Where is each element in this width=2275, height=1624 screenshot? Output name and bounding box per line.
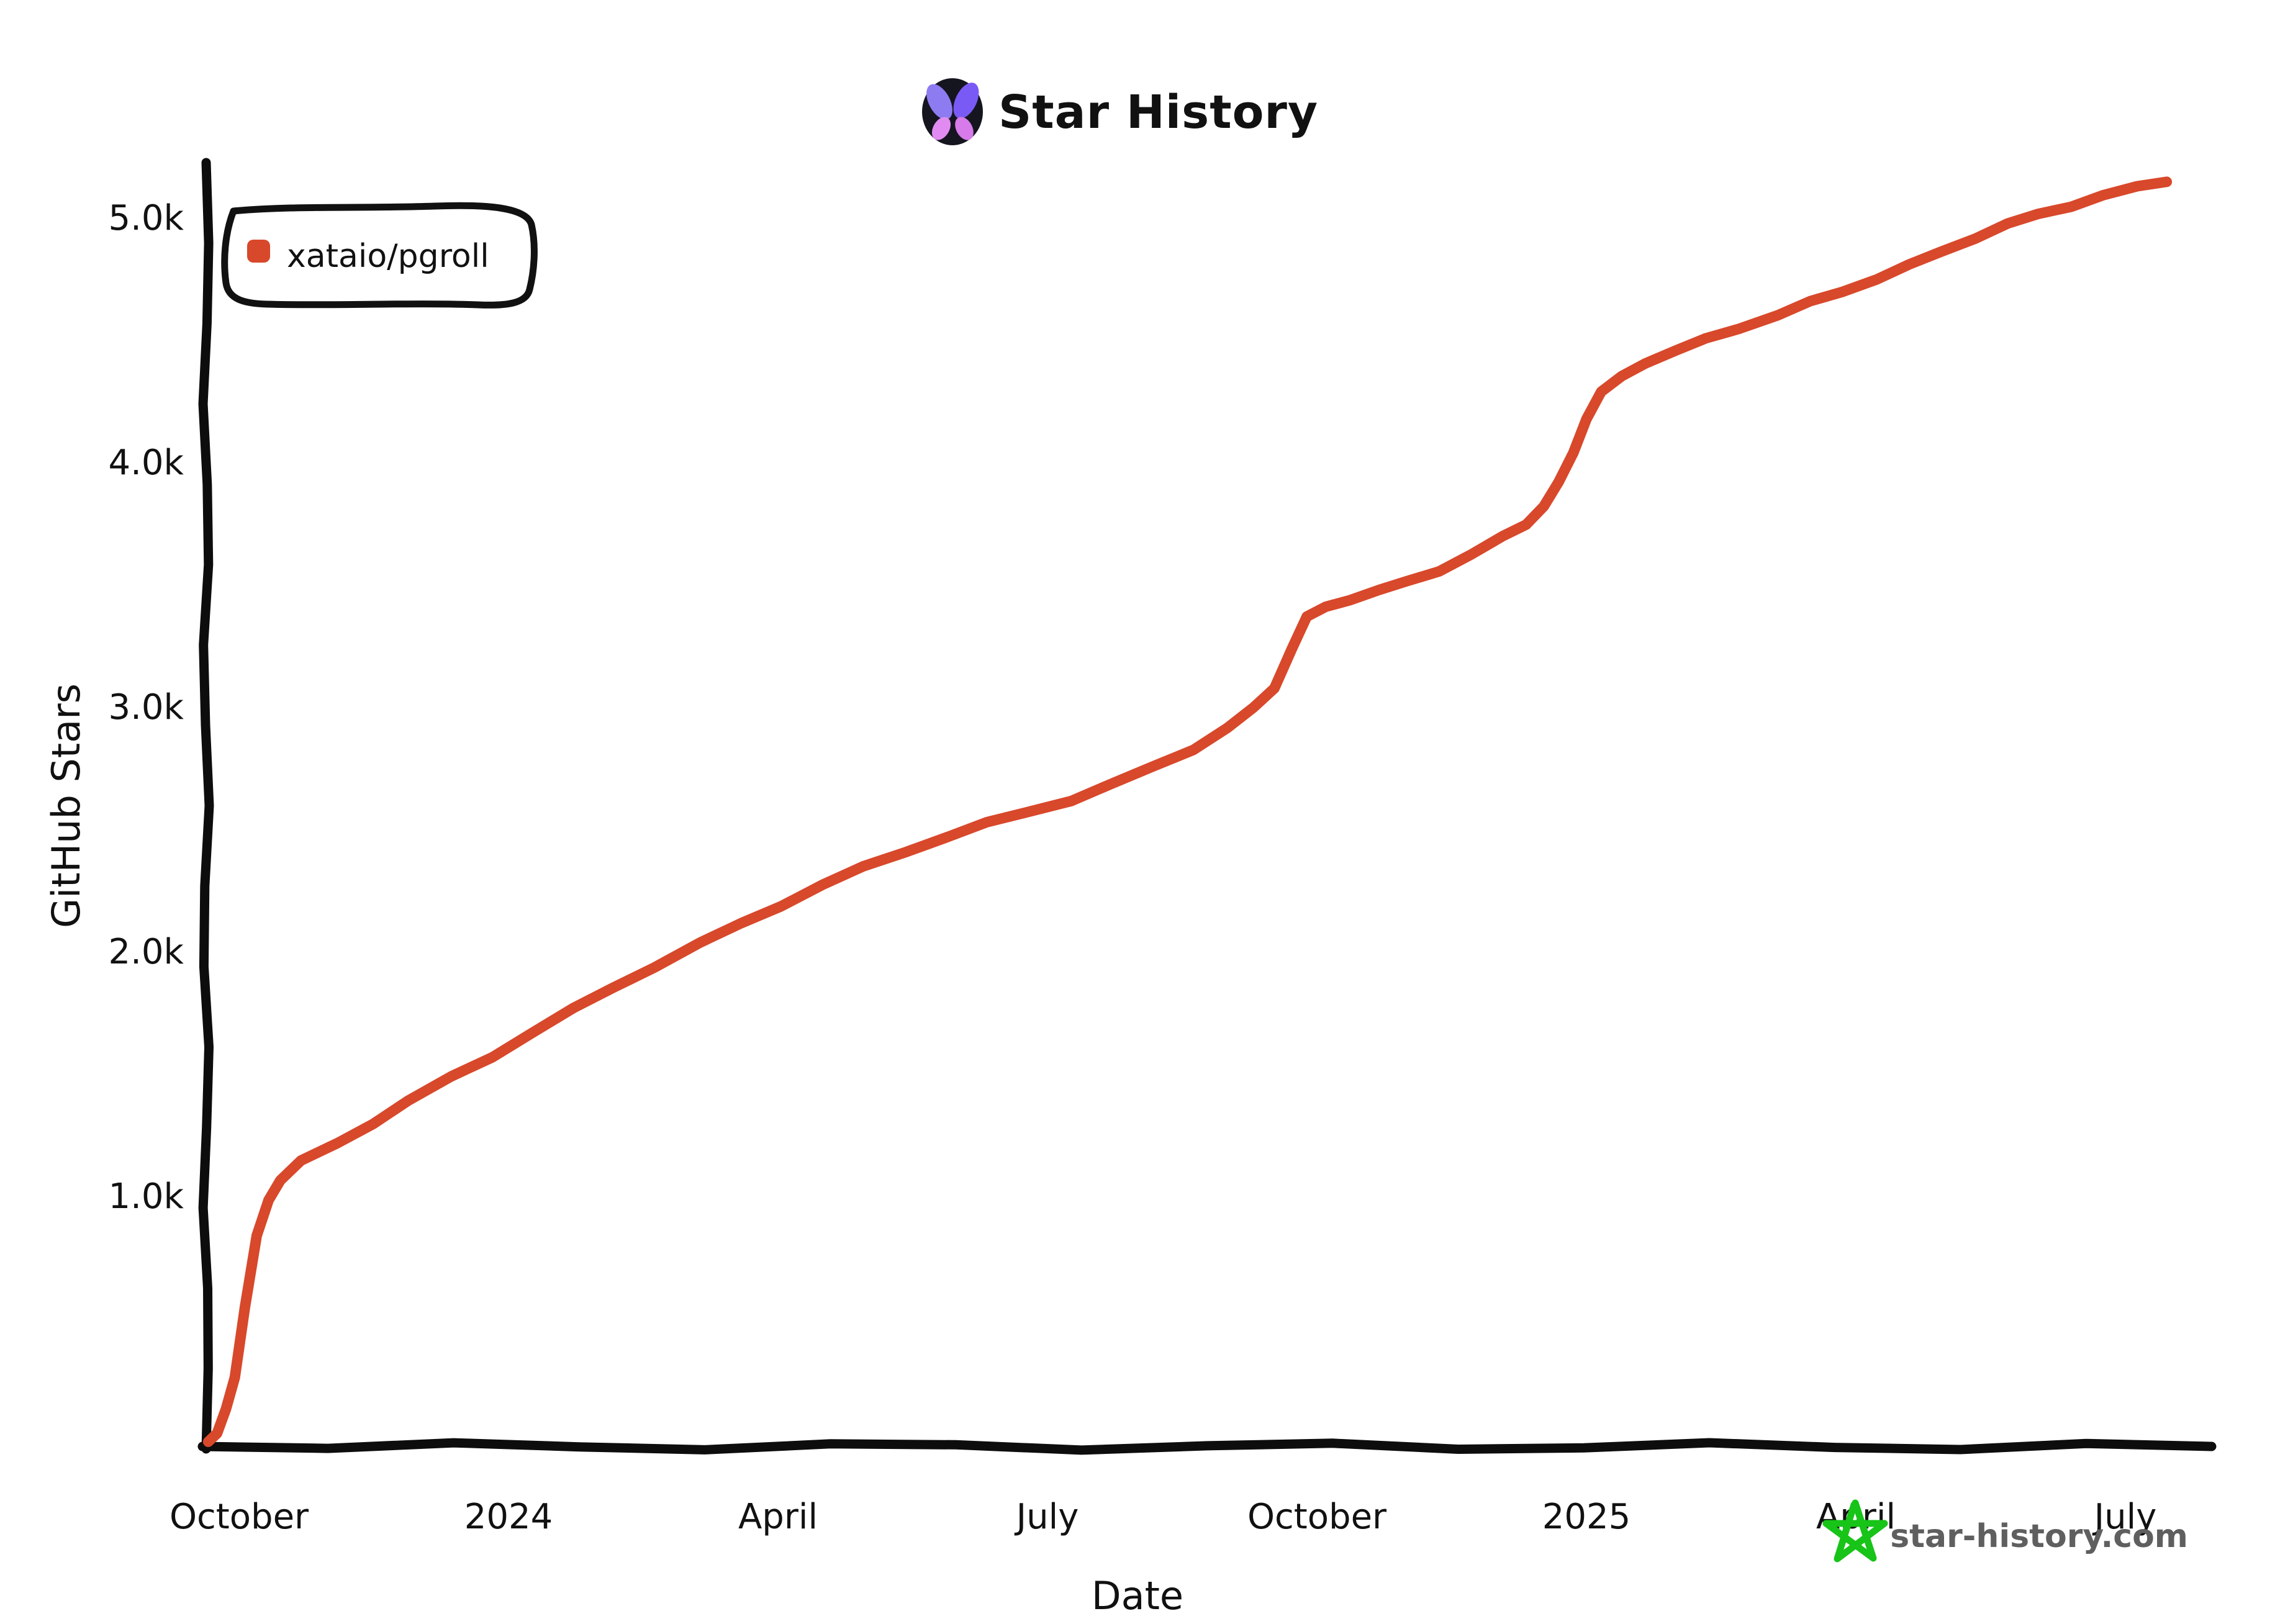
y-tick-label: 5.0k [109, 198, 184, 238]
tick-labels: October 2024 April July October 2025 April July… [109, 198, 2157, 1537]
legend: xataio/pgroll [221, 202, 538, 309]
watermark-star-icon [1822, 1499, 1888, 1563]
chart-header: Star History [922, 78, 1318, 145]
x-tick-label: 2024 [464, 1497, 553, 1537]
x-tick-label: July [2092, 1497, 2157, 1537]
y-tick-label: 2.0k [109, 932, 184, 972]
logo-wing-lower-left [931, 117, 951, 140]
x-tick-label: July [1015, 1497, 1079, 1537]
logo-wing-upper-right [953, 83, 979, 119]
legend-box [221, 202, 538, 309]
x-tick-label: 2025 [1542, 1497, 1631, 1537]
watermark[interactable]: star-history.com [1822, 1499, 2188, 1563]
y-tick-label: 4.0k [109, 443, 184, 483]
x-tick-label: October [170, 1497, 309, 1537]
y-axis-label: GitHub Stars [43, 683, 89, 928]
x-tick-label: October [1247, 1497, 1387, 1537]
logo-wing-upper-left [926, 84, 952, 120]
chart-title: Star History [998, 86, 1318, 139]
legend-item-label: xataio/pgroll [287, 238, 489, 275]
x-axis [197, 1438, 2217, 1455]
series-line-xataio-pgroll [202, 176, 2173, 1447]
butterfly-logo-icon [922, 78, 983, 145]
y-axis [198, 158, 214, 1454]
axes [197, 158, 2217, 1455]
legend-marker [247, 240, 270, 263]
x-axis-label: Date [1092, 1573, 1183, 1618]
series-lines [202, 176, 2173, 1447]
watermark-text[interactable]: star-history.com [1890, 1518, 2188, 1555]
logo-wing-lower-right [955, 117, 974, 140]
y-tick-label: 3.0k [109, 687, 184, 728]
x-tick-label: April [738, 1497, 818, 1537]
y-tick-label: 1.0k [109, 1176, 184, 1217]
